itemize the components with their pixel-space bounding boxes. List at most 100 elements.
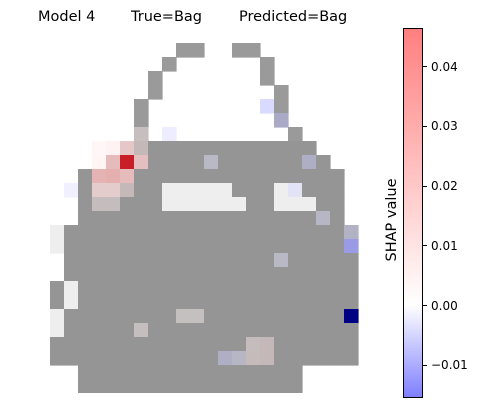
shap-cell — [134, 323, 149, 338]
image-cell — [204, 239, 219, 254]
image-cell — [148, 281, 163, 296]
image-cell — [134, 365, 149, 380]
image-cell — [274, 323, 289, 338]
image-cell — [260, 225, 275, 240]
colorbar-tick-mark — [423, 125, 427, 127]
image-cell — [232, 379, 247, 393]
image-cell — [190, 295, 205, 310]
shap-cell — [218, 351, 233, 366]
image-cell — [344, 253, 359, 268]
image-cell — [176, 183, 191, 198]
image-cell — [274, 239, 289, 254]
image-cell — [148, 351, 163, 366]
image-cell — [176, 351, 191, 366]
image-cell — [162, 309, 177, 324]
image-cell — [246, 155, 261, 170]
shap-cell — [232, 351, 247, 366]
image-cell — [176, 169, 191, 184]
image-cell — [344, 351, 359, 366]
image-cell — [316, 197, 331, 212]
image-cell — [148, 337, 163, 352]
image-cell — [246, 239, 261, 254]
image-cell — [148, 183, 163, 198]
image-cell — [92, 225, 107, 240]
image-cell — [190, 337, 205, 352]
image-cell — [162, 239, 177, 254]
image-cell — [260, 365, 275, 380]
image-cell — [260, 57, 275, 72]
image-cell — [204, 225, 219, 240]
image-cell — [218, 295, 233, 310]
image-cell — [316, 309, 331, 324]
image-cell — [162, 183, 177, 198]
image-cell — [302, 267, 317, 282]
image-cell — [274, 183, 289, 198]
image-cell — [64, 253, 79, 268]
image-cell — [204, 141, 219, 156]
image-cell — [274, 99, 289, 114]
image-cell — [218, 239, 233, 254]
shap-cell — [106, 183, 121, 198]
image-cell — [316, 281, 331, 296]
image-cell — [106, 295, 121, 310]
image-cell — [120, 281, 135, 296]
image-cell — [204, 337, 219, 352]
image-cell — [190, 253, 205, 268]
image-cell — [316, 183, 331, 198]
image-cell — [260, 267, 275, 282]
image-cell — [232, 267, 247, 282]
image-cell — [232, 309, 247, 324]
image-cell — [92, 253, 107, 268]
image-cell — [330, 253, 345, 268]
image-cell — [134, 295, 149, 310]
image-cell — [204, 281, 219, 296]
shap-cell — [64, 183, 79, 198]
image-cell — [78, 281, 93, 296]
image-cell — [134, 281, 149, 296]
image-cell — [78, 169, 93, 184]
image-cell — [288, 309, 303, 324]
image-cell — [92, 365, 107, 380]
image-cell — [78, 323, 93, 338]
image-cell — [134, 225, 149, 240]
image-cell — [120, 267, 135, 282]
image-cell — [190, 281, 205, 296]
colorbar-tick-label: 0.04 — [431, 59, 458, 74]
image-cell — [218, 309, 233, 324]
image-cell — [302, 323, 317, 338]
image-cell — [344, 323, 359, 338]
image-cell — [204, 365, 219, 380]
image-cell — [92, 309, 107, 324]
image-cell — [106, 309, 121, 324]
image-cell — [260, 281, 275, 296]
shap-cell — [106, 141, 121, 156]
image-cell — [134, 267, 149, 282]
colorbar-tick-label: 0.02 — [431, 179, 458, 194]
colorbar-tick-label: 0.03 — [431, 119, 458, 134]
image-cell — [120, 225, 135, 240]
colorbar-tick-label: 0.01 — [431, 238, 458, 253]
image-cell — [92, 295, 107, 310]
image-cell — [204, 169, 219, 184]
image-cell — [260, 155, 275, 170]
image-cell — [64, 337, 79, 352]
shap-cell — [288, 183, 303, 198]
image-cell — [274, 351, 289, 366]
image-cell — [218, 155, 233, 170]
image-cell — [120, 211, 135, 226]
colorbar-tick-mark — [423, 364, 427, 366]
image-cell — [120, 253, 135, 268]
image-cell — [176, 239, 191, 254]
image-cell — [288, 267, 303, 282]
shap-cell — [260, 351, 275, 366]
image-cell — [176, 379, 191, 393]
shap-cell — [92, 197, 107, 212]
image-cell — [106, 239, 121, 254]
image-cell — [190, 211, 205, 226]
image-cell — [148, 365, 163, 380]
image-cell — [134, 239, 149, 254]
image-cell — [204, 323, 219, 338]
image-cell — [148, 169, 163, 184]
image-cell — [148, 197, 163, 212]
image-cell — [246, 141, 261, 156]
